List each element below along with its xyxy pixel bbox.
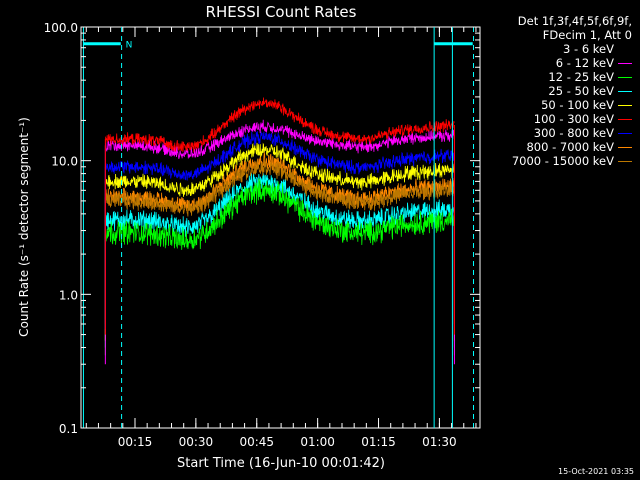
- legend-swatch: [618, 118, 632, 120]
- legend-swatch: [618, 132, 632, 134]
- x-tick-label: 00:15: [118, 435, 153, 449]
- x-tick-label: 01:15: [361, 435, 396, 449]
- night-label: N: [126, 41, 133, 51]
- legend-entry-label: 100 - 300 keV: [533, 112, 614, 126]
- legend-swatch: [618, 104, 632, 106]
- legend: Det 1f,3f,4f,5f,6f,9f, FDecim 1, Att 0 3 …: [482, 14, 632, 168]
- legend-entry: 100 - 300 keV: [482, 112, 632, 126]
- legend-entry: 25 - 50 keV: [482, 84, 632, 98]
- x-tick-label: 01:30: [422, 435, 457, 449]
- legend-entry: 6 - 12 keV: [482, 56, 632, 70]
- x-tick-label: 00:45: [239, 435, 274, 449]
- y-tick-label: 100.0: [44, 21, 78, 35]
- timestamp: 15-Oct-2021 03:35: [558, 467, 634, 476]
- legend-header-line: Det 1f,3f,4f,5f,6f,9f,: [517, 14, 632, 28]
- series-line: [105, 97, 455, 153]
- legend-entry: 300 - 800 keV: [482, 126, 632, 140]
- legend-entry-label: 7000 - 15000 keV: [511, 154, 614, 168]
- x-tick-label: 00:30: [179, 435, 214, 449]
- legend-entries: 3 - 6 keV 6 - 12 keV 12 - 25 keV 25 - 50 ke…: [482, 42, 632, 168]
- legend-entry-label: 6 - 12 keV: [555, 56, 614, 70]
- x-tick-label: 01:00: [300, 435, 335, 449]
- legend-entry: 800 - 7000 keV: [482, 140, 632, 154]
- legend-entry-label: 12 - 25 keV: [548, 70, 614, 84]
- series-line: [105, 158, 455, 217]
- plot-frame: [80, 26, 481, 429]
- series-line: [105, 178, 455, 250]
- legend-entry: 7000 - 15000 keV: [482, 154, 632, 168]
- legend-swatch: [618, 160, 632, 162]
- legend-swatch: [618, 90, 632, 92]
- y-tick-label: 10.0: [51, 155, 78, 169]
- legend-entry-label: 25 - 50 keV: [548, 84, 614, 98]
- plot-area: N: [80, 26, 481, 429]
- y-tick-label: 1.0: [59, 288, 78, 302]
- y-tick-label: 0.1: [59, 422, 78, 436]
- legend-header-line: FDecim 1, Att 0: [542, 28, 632, 42]
- x-axis-label: Start Time (16-Jun-10 00:01:42): [177, 456, 385, 471]
- legend-entry: 50 - 100 keV: [482, 98, 632, 112]
- legend-swatch: [618, 48, 632, 50]
- legend-entry: 3 - 6 keV: [482, 42, 632, 56]
- x-axis: 00:15 00:30 00:45 01:00 01:15 01:30: [85, 27, 477, 449]
- y-axis-label: Count Rate (s⁻¹ detector segment⁻¹): [17, 117, 31, 337]
- legend-swatch: [618, 146, 632, 148]
- legend-swatch: [618, 76, 632, 78]
- series-line: [105, 172, 455, 238]
- legend-entry-label: 300 - 800 keV: [533, 126, 614, 140]
- legend-entry-label: 800 - 7000 keV: [526, 140, 614, 154]
- legend-swatch: [618, 62, 632, 64]
- legend-entry-label: 3 - 6 keV: [563, 42, 614, 56]
- series-line: [105, 119, 455, 159]
- legend-entry: 12 - 25 keV: [482, 70, 632, 84]
- chart-title: RHESSI Count Rates: [206, 3, 357, 21]
- legend-entry-label: 50 - 100 keV: [541, 98, 614, 112]
- series-line: [105, 142, 455, 197]
- legend-header: Det 1f,3f,4f,5f,6f,9f, FDecim 1, Att 0: [482, 14, 632, 42]
- series-line: [105, 131, 455, 181]
